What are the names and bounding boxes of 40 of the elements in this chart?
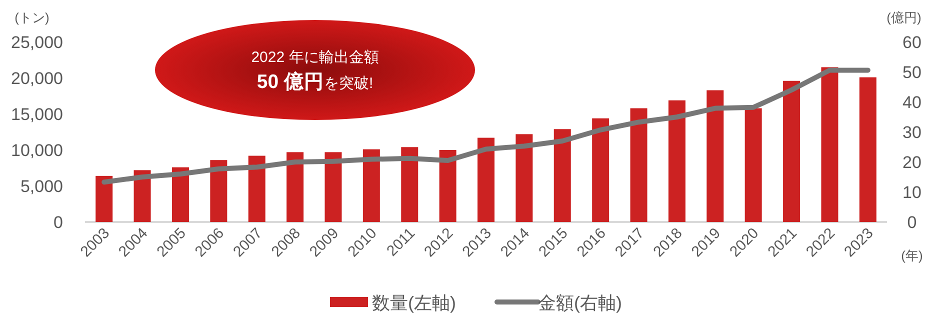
bar <box>630 108 648 222</box>
y-tick-label: 10,000 <box>11 141 63 160</box>
y2-tick-label: 40 <box>902 93 922 112</box>
bar <box>401 147 418 222</box>
y2-tick-label: 30 <box>902 123 922 142</box>
y-tick-label: 20,000 <box>11 69 63 88</box>
y-tick-label: 25,000 <box>11 33 63 52</box>
y-tick-label: 5,000 <box>20 177 63 196</box>
bar <box>821 67 838 222</box>
y2-tick-label: 10 <box>902 183 922 202</box>
bar <box>516 134 533 222</box>
bar <box>783 80 800 222</box>
bar <box>362 149 380 222</box>
legend-label: 金額(右軸) <box>538 293 622 313</box>
y2-tick-label: 60 <box>902 33 922 52</box>
bar <box>286 152 304 222</box>
legend-label: 数量(左軸) <box>372 293 456 313</box>
bar <box>478 138 494 222</box>
bar <box>592 118 610 222</box>
bar <box>96 176 113 222</box>
y2-tick-label: 20 <box>902 153 922 172</box>
bar <box>859 77 876 222</box>
bar <box>554 129 571 222</box>
bar <box>744 108 762 222</box>
y-tick-label: 15,000 <box>11 105 63 124</box>
annotation: 2022 年に輸出金額 <box>251 49 379 66</box>
y-tick-label: 0 <box>54 213 63 232</box>
y2-tick-label: 50 <box>902 63 922 82</box>
x-axis-title: (年) <box>901 248 923 263</box>
bar <box>210 160 228 222</box>
y2-tick-label: 0 <box>907 213 917 232</box>
bar <box>172 167 189 222</box>
bar <box>324 152 342 222</box>
bar <box>706 90 724 222</box>
bar <box>439 150 456 222</box>
y2-axis-title: (億円) <box>886 10 922 25</box>
y-axis-title: (トン) <box>14 10 50 25</box>
bar <box>668 100 686 222</box>
annotation: 50 億円を突破! <box>256 70 374 93</box>
bar <box>248 156 266 222</box>
